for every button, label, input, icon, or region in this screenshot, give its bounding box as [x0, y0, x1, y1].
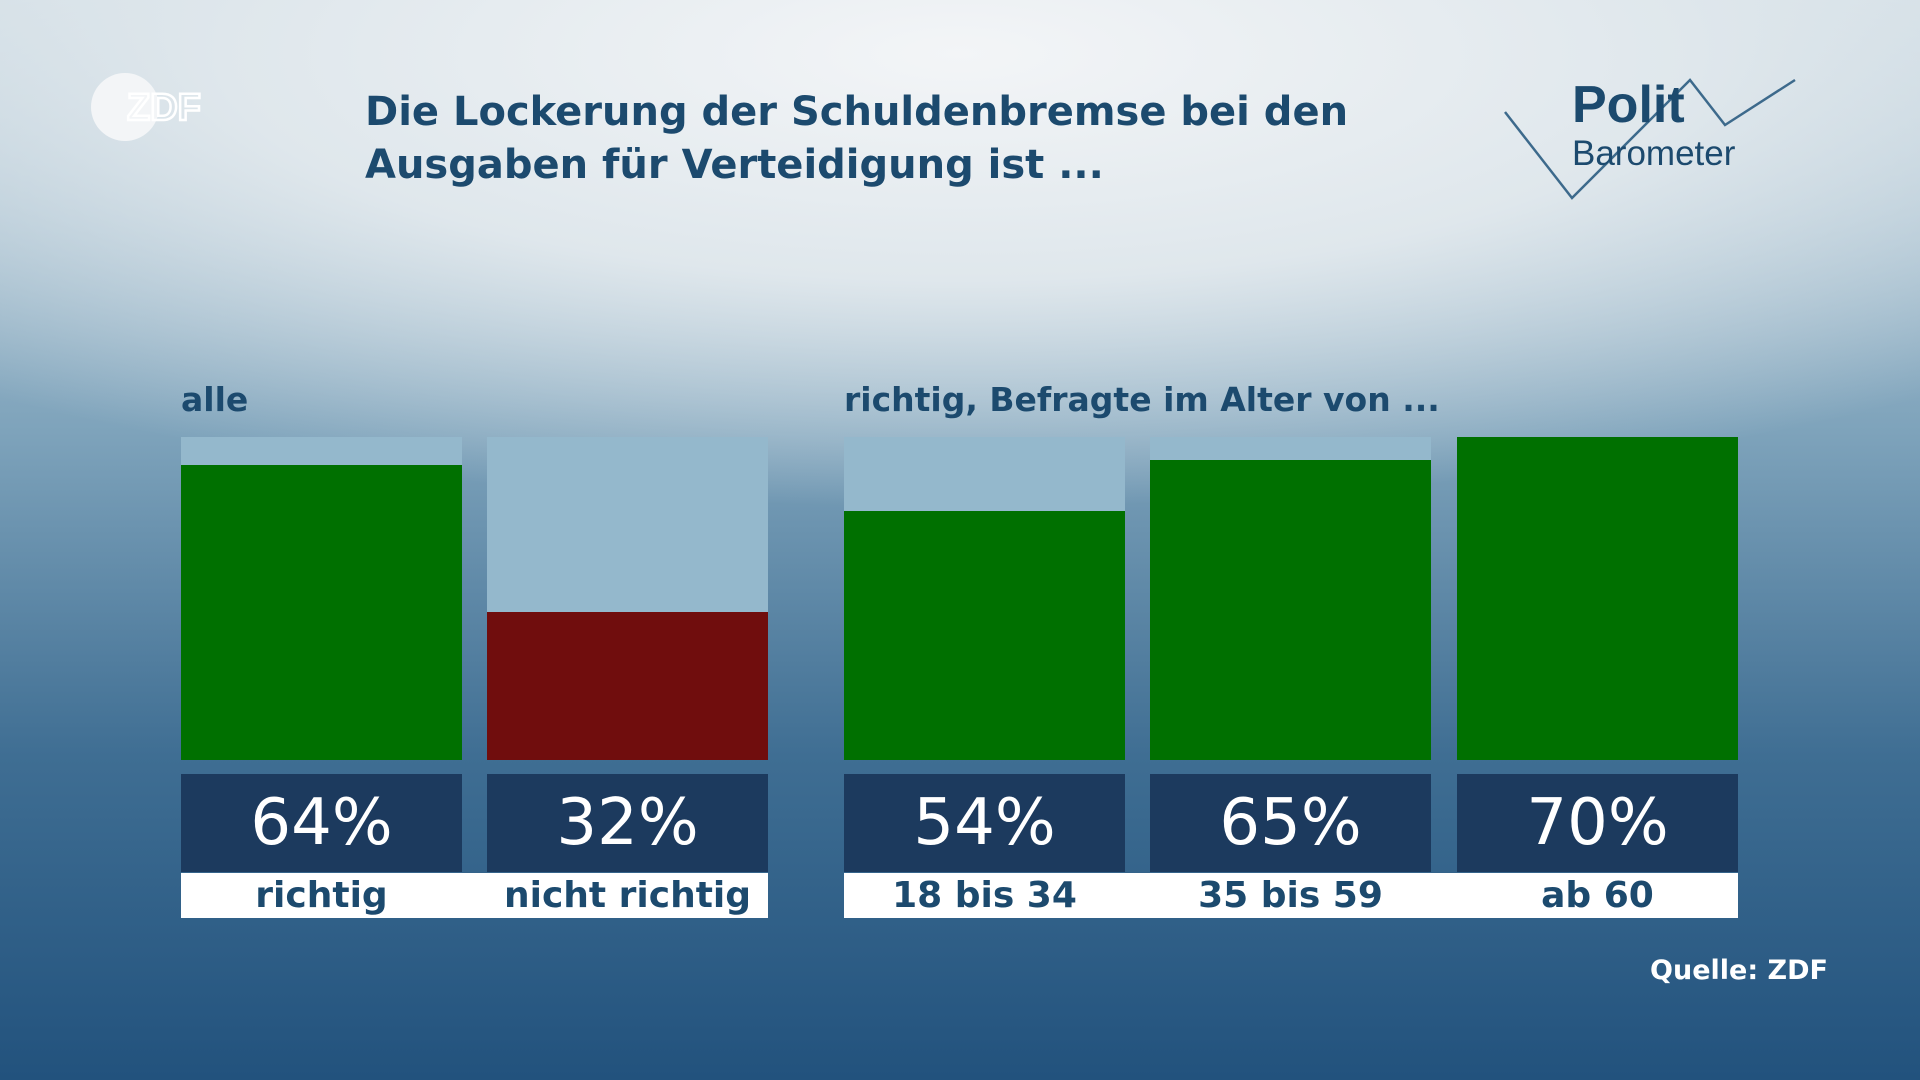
bar	[1457, 437, 1738, 760]
bar-track	[1457, 437, 1738, 760]
category-label: ab 60	[1457, 873, 1738, 918]
zdf-logo-icon: ZDF	[91, 73, 202, 141]
bar	[181, 464, 462, 760]
category-label: 35 bis 59	[1150, 873, 1431, 918]
group-label: richtig, Befragte im Alter von ...	[844, 380, 1440, 419]
bar	[1150, 460, 1431, 760]
politbarometer-logo: Polit Barometer	[1504, 76, 1796, 200]
group-label: alle	[181, 380, 249, 419]
svg-text:ZDF: ZDF	[127, 87, 201, 129]
source-note: Quelle: ZDF	[1650, 955, 1828, 986]
value-label: 54%	[844, 774, 1125, 872]
value-label: 64%	[181, 774, 462, 872]
chart-title: Die Lockerung der Schuldenbremse bei den…	[365, 86, 1348, 192]
bar-track	[844, 437, 1125, 760]
bar-track	[181, 437, 462, 760]
bar-track	[1150, 437, 1431, 760]
title-line-2: Ausgaben für Verteidigung ist ...	[365, 142, 1104, 188]
category-label: 18 bis 34	[844, 873, 1125, 918]
value-label: 32%	[487, 774, 768, 872]
brand-line-1: Polit	[1572, 76, 1685, 134]
category-label: nicht richtig	[487, 873, 768, 918]
brand-line-2: Barometer	[1572, 134, 1736, 173]
bar-track	[487, 437, 768, 760]
bar	[844, 510, 1125, 760]
value-label: 70%	[1457, 774, 1738, 872]
value-label: 65%	[1150, 774, 1431, 872]
bar	[487, 612, 768, 760]
category-label: richtig	[181, 873, 462, 918]
title-line-1: Die Lockerung der Schuldenbremse bei den	[365, 89, 1349, 135]
